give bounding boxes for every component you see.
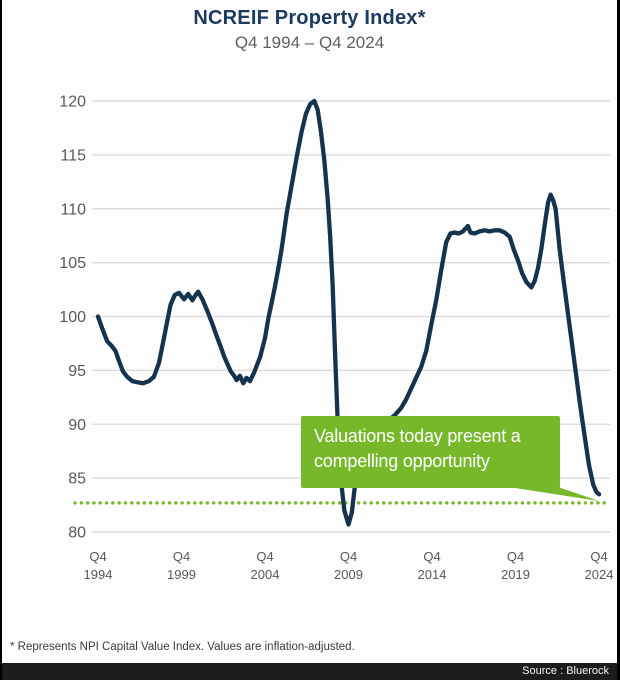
x-axis-tick-quarter: Q4 (173, 549, 190, 564)
source-text: Source : Bluerock (522, 665, 609, 677)
y-axis-tick-label: 105 (59, 255, 86, 272)
source-bar: Source : Bluerock (2, 663, 617, 680)
y-axis-tick-label: 110 (60, 201, 86, 218)
x-axis-tick-quarter: Q4 (89, 549, 106, 564)
x-axis-tick-year: 2024 (585, 567, 614, 582)
callout-pointer-wedge (515, 487, 599, 501)
chart-generated-layers: 12011511010510095908580Q41994Q41999Q4200… (59, 94, 613, 583)
x-axis-tick-year: 2014 (418, 567, 447, 582)
y-axis-tick-label: 95 (68, 363, 86, 380)
x-axis-tick-quarter: Q4 (256, 549, 273, 564)
y-axis-tick-label: 90 (68, 417, 86, 434)
y-axis-tick-label: 80 (68, 525, 86, 542)
x-axis-tick-quarter: Q4 (340, 549, 357, 564)
x-axis-tick-year: 2004 (251, 567, 280, 582)
x-axis-tick-quarter: Q4 (423, 549, 440, 564)
callout-text-line2: compelling opportunity (314, 451, 490, 471)
y-axis-tick-label: 85 (68, 471, 86, 488)
x-axis-tick-year: 2009 (334, 567, 363, 582)
callout-text-line1: Valuations today present a (314, 426, 521, 446)
y-axis-tick-label: 120 (59, 94, 86, 111)
callout-box: Valuations today present a compelling op… (301, 416, 560, 488)
x-axis-tick-quarter: Q4 (590, 549, 607, 564)
footnote-text: * Represents NPI Capital Value Index. Va… (10, 641, 355, 653)
chart-title: NCREIF Property Index* (193, 7, 426, 29)
y-axis-tick-label: 100 (59, 309, 86, 326)
npi-index-line (95, 98, 602, 527)
y-axis-tick-label: 115 (60, 147, 86, 164)
x-axis-tick-year: 1994 (84, 567, 113, 582)
x-axis-tick-year: 2019 (501, 567, 530, 582)
x-axis-tick-year: 1999 (167, 567, 196, 582)
chart-subtitle: Q4 1994 – Q4 2024 (234, 33, 385, 52)
x-axis-tick-quarter: Q4 (507, 549, 524, 564)
